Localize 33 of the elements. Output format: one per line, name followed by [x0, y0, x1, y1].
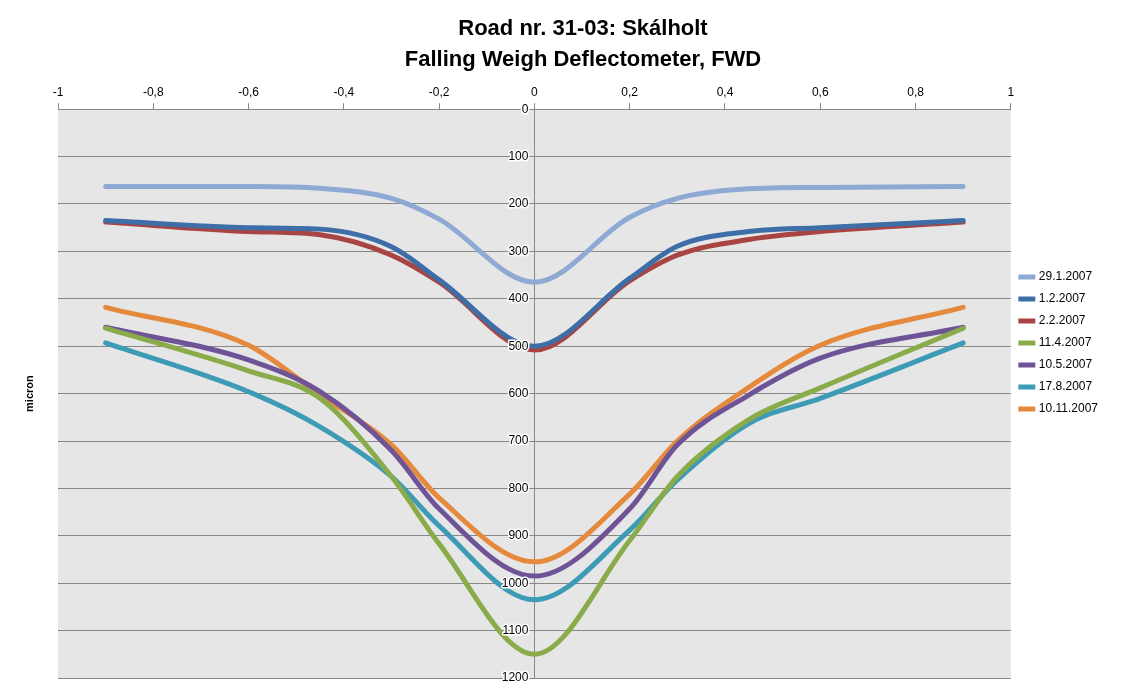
y-tick-label: 200	[508, 196, 529, 211]
chart-title: Road nr. 31-03: Skálholt	[458, 15, 709, 41]
legend-label: 10.11.2007	[1038, 401, 1099, 416]
y-tick-label: 500	[508, 338, 529, 353]
x-tick-label: 0,8	[907, 85, 925, 100]
legend-label: 17.8.2007	[1038, 379, 1093, 394]
y-tick-label: 1200	[501, 670, 529, 685]
y-tick-label: 400	[508, 291, 529, 306]
y-tick-label: 600	[508, 385, 529, 400]
legend-label: 11.4.2007	[1038, 335, 1092, 350]
x-tick-label: 1	[1007, 85, 1015, 100]
legend-label: 10.5.2007	[1038, 357, 1093, 372]
y-tick-label: 1000	[501, 575, 529, 590]
y-tick-label: 700	[508, 433, 529, 448]
y-tick-label: 100	[508, 148, 529, 163]
x-tick-label: -1	[52, 85, 64, 100]
x-tick-label: -0,8	[142, 85, 164, 100]
legend-label: 29.1.2007	[1038, 269, 1093, 284]
legend-label: 1.2.2007	[1038, 291, 1086, 306]
y-tick-label: 900	[508, 528, 529, 543]
y-tick-label: 800	[508, 480, 529, 495]
x-tick-label: 0,4	[716, 85, 734, 100]
x-tick-label: -0,4	[333, 85, 355, 100]
x-tick-label: 0,6	[811, 85, 829, 100]
y-tick-label: 1100	[502, 622, 529, 637]
chart-subtitle: Falling Weigh Deflectometer, FWD	[404, 45, 762, 71]
x-tick-label: -0,6	[238, 85, 260, 100]
y-tick-label: 300	[508, 243, 529, 258]
legend-label: 2.2.2007	[1038, 313, 1086, 328]
x-tick-label: 0,2	[621, 85, 639, 100]
x-tick-label: 0	[531, 85, 539, 100]
x-tick-label: -0,2	[428, 85, 450, 100]
y-axis-title: micron	[23, 374, 36, 412]
